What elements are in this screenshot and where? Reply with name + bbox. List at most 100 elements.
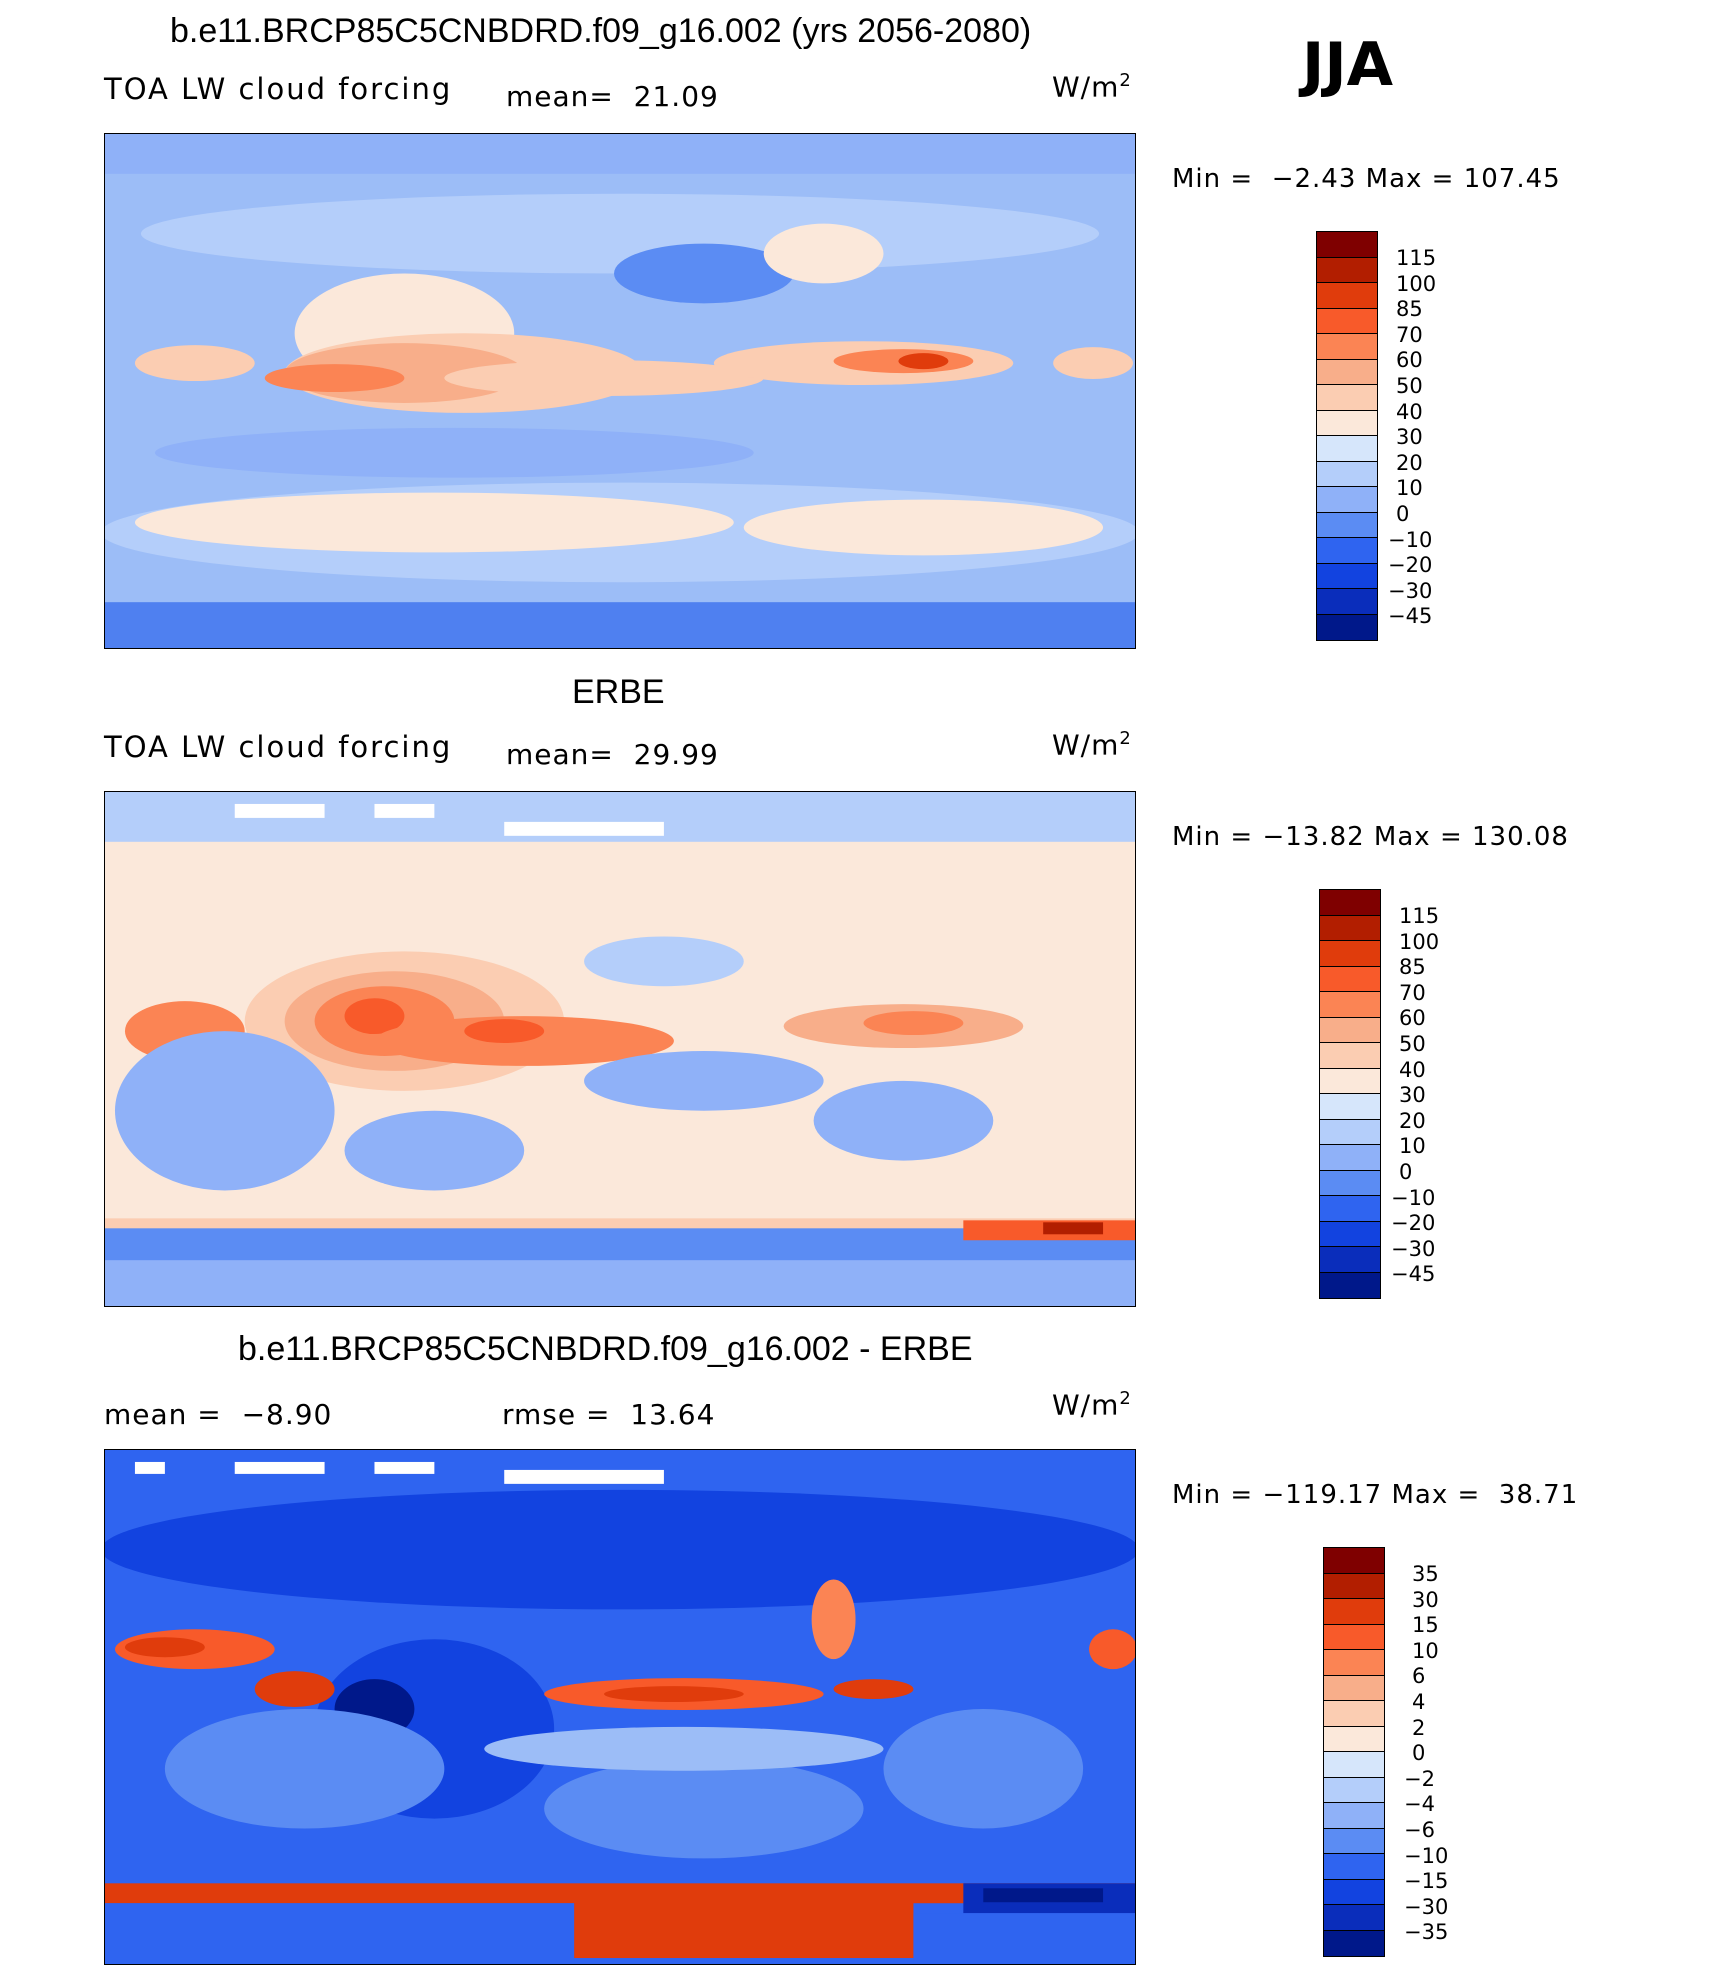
colorbar-tick-label: 6 bbox=[1412, 1664, 1426, 1689]
panel3-title: b.e11.BRCP85C5CNBDRD.f09_g16.002 - ERBE bbox=[238, 1330, 973, 1368]
colorbar-swatch bbox=[1320, 1119, 1380, 1145]
colorbar-tick-label: 50 bbox=[1396, 374, 1423, 398]
panel1-contour-field bbox=[105, 134, 1135, 648]
panel3-map bbox=[104, 1449, 1136, 1965]
panel2-variable-label: TOA LW cloud forcing bbox=[104, 730, 453, 764]
colorbar-swatch bbox=[1317, 334, 1377, 360]
colorbar-tick-label: 20 bbox=[1399, 1108, 1426, 1133]
colorbar-tick-label: 40 bbox=[1396, 399, 1423, 424]
panel2-units: W/m2 bbox=[1052, 728, 1132, 762]
panel3-contour-field bbox=[105, 1450, 1135, 1964]
panel1-variable-label: TOA LW cloud forcing bbox=[104, 72, 453, 106]
colorbar-tick-label: −30 bbox=[1404, 1894, 1449, 1919]
colorbar-tick-label: 60 bbox=[1399, 1006, 1426, 1031]
panel2-map bbox=[104, 791, 1136, 1307]
colorbar-swatch bbox=[1317, 487, 1377, 513]
season-label: JJA bbox=[1302, 30, 1394, 100]
colorbar-tick-label: 85 bbox=[1399, 955, 1426, 980]
colorbar-tick-label: 100 bbox=[1399, 929, 1440, 954]
colorbar-swatch bbox=[1320, 1221, 1380, 1247]
colorbar-swatch bbox=[1317, 461, 1377, 487]
colorbar-tick-label: 60 bbox=[1396, 348, 1423, 373]
colorbar-swatch bbox=[1317, 436, 1377, 462]
colorbar-swatch bbox=[1317, 385, 1377, 411]
colorbar-tick-label: 10 bbox=[1396, 476, 1423, 501]
colorbar-swatch bbox=[1317, 359, 1377, 385]
colorbar-tick-label: 30 bbox=[1396, 425, 1423, 450]
colorbar-swatch bbox=[1324, 1854, 1384, 1880]
colorbar-swatch bbox=[1320, 890, 1380, 916]
colorbar-tick-label: 2 bbox=[1412, 1715, 1426, 1740]
colorbar-swatch bbox=[1317, 614, 1377, 640]
colorbar-swatch bbox=[1320, 966, 1380, 992]
colorbar-tick-label: 20 bbox=[1396, 450, 1423, 475]
colorbar-swatch bbox=[1324, 1675, 1384, 1701]
colorbar-tick-label: −45 bbox=[1391, 1262, 1436, 1287]
colorbar-swatch bbox=[1317, 308, 1377, 334]
colorbar-tick-label: 115 bbox=[1396, 246, 1437, 270]
colorbar-tick-label: 10 bbox=[1412, 1638, 1439, 1663]
colorbar-tick-label: 70 bbox=[1399, 980, 1426, 1005]
colorbar-swatch bbox=[1324, 1803, 1384, 1829]
colorbar-swatch bbox=[1324, 1777, 1384, 1803]
colorbar-tick-label: 4 bbox=[1412, 1690, 1426, 1714]
colorbar-tick-label: −10 bbox=[1404, 1843, 1449, 1868]
panel3-units: W/m2 bbox=[1052, 1388, 1132, 1422]
colorbar-swatch bbox=[1320, 1043, 1380, 1069]
colorbar-tick-label: 10 bbox=[1399, 1134, 1426, 1159]
colorbar-tick-label: −20 bbox=[1391, 1211, 1436, 1236]
colorbar-tick-label: −30 bbox=[1391, 1236, 1436, 1261]
colorbar-swatch bbox=[1320, 1145, 1380, 1171]
panel2-title: ERBE bbox=[572, 673, 665, 711]
colorbar-tick-label: −4 bbox=[1404, 1792, 1435, 1817]
colorbar-tick-label: 0 bbox=[1396, 502, 1410, 526]
panel3-colorbar bbox=[1323, 1547, 1385, 1957]
colorbar-swatch bbox=[1320, 1068, 1380, 1094]
colorbar-tick-label: 0 bbox=[1399, 1160, 1413, 1184]
colorbar-swatch bbox=[1324, 1701, 1384, 1727]
colorbar-tick-label: 35 bbox=[1412, 1562, 1439, 1586]
colorbar-swatch bbox=[1324, 1624, 1384, 1650]
colorbar-swatch bbox=[1317, 410, 1377, 436]
colorbar-swatch bbox=[1317, 257, 1377, 283]
colorbar-tick-label: 40 bbox=[1399, 1057, 1426, 1082]
colorbar-swatch bbox=[1320, 1017, 1380, 1043]
panel1-map bbox=[104, 133, 1136, 649]
colorbar-swatch bbox=[1320, 992, 1380, 1018]
panel1-colorbar bbox=[1316, 231, 1378, 641]
panel3-mean: mean = −8.90 bbox=[104, 1398, 333, 1431]
colorbar-tick-label: 70 bbox=[1396, 322, 1423, 347]
colorbar-tick-label: −20 bbox=[1388, 553, 1433, 578]
colorbar-swatch bbox=[1317, 589, 1377, 615]
colorbar-tick-label: −10 bbox=[1391, 1185, 1436, 1210]
colorbar-tick-label: 15 bbox=[1412, 1613, 1439, 1638]
colorbar-swatch bbox=[1324, 1599, 1384, 1625]
colorbar-swatch bbox=[1317, 283, 1377, 309]
colorbar-swatch bbox=[1320, 1247, 1380, 1273]
panel1-units: W/m2 bbox=[1052, 70, 1132, 104]
colorbar-swatch bbox=[1324, 1828, 1384, 1854]
colorbar-tick-label: 30 bbox=[1412, 1587, 1439, 1612]
colorbar-swatch bbox=[1317, 538, 1377, 564]
colorbar-tick-label: 115 bbox=[1399, 904, 1440, 928]
colorbar-tick-label: −15 bbox=[1404, 1869, 1449, 1894]
colorbar-swatch bbox=[1324, 1726, 1384, 1752]
panel1-minmax: Min = −2.43 Max = 107.45 bbox=[1172, 164, 1561, 194]
colorbar-swatch bbox=[1317, 512, 1377, 538]
colorbar-swatch bbox=[1320, 1272, 1380, 1298]
colorbar-tick-label: −45 bbox=[1388, 604, 1433, 629]
panel1-mean: mean= 21.09 bbox=[506, 80, 719, 113]
colorbar-swatch bbox=[1324, 1650, 1384, 1676]
colorbar-tick-label: −35 bbox=[1404, 1920, 1449, 1945]
colorbar-swatch bbox=[1324, 1879, 1384, 1905]
colorbar-tick-label: 50 bbox=[1399, 1032, 1426, 1056]
colorbar-tick-label: −30 bbox=[1388, 578, 1433, 603]
panel2-minmax: Min = −13.82 Max = 130.08 bbox=[1172, 822, 1569, 852]
colorbar-swatch bbox=[1324, 1573, 1384, 1599]
colorbar-swatch bbox=[1317, 232, 1377, 258]
colorbar-swatch bbox=[1320, 915, 1380, 941]
panel3-minmax: Min = −119.17 Max = 38.71 bbox=[1172, 1480, 1579, 1510]
colorbar-tick-label: 85 bbox=[1396, 297, 1423, 322]
colorbar-swatch bbox=[1317, 563, 1377, 589]
panel2-colorbar bbox=[1319, 889, 1381, 1299]
